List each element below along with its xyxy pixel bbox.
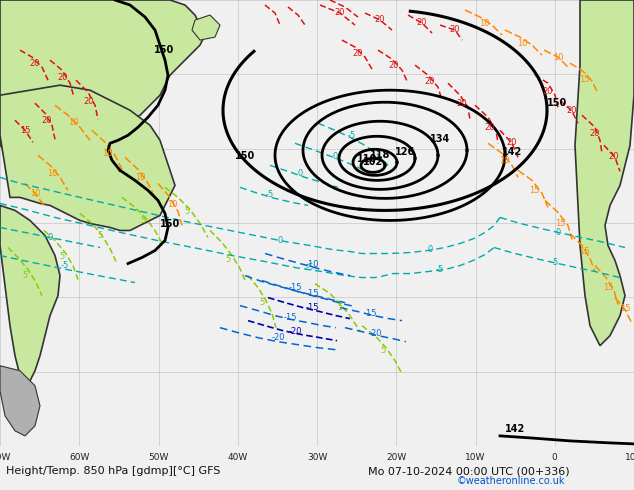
Text: 15: 15 (579, 247, 589, 256)
Text: 10: 10 (499, 156, 509, 165)
Text: 20: 20 (84, 97, 94, 106)
Text: 5: 5 (337, 303, 342, 312)
Text: 118: 118 (370, 150, 391, 160)
Text: 20: 20 (42, 116, 52, 125)
Text: 10: 10 (167, 200, 178, 209)
Text: 20: 20 (507, 138, 517, 147)
Text: 150: 150 (160, 220, 180, 229)
Polygon shape (0, 0, 205, 160)
Text: -10: -10 (305, 260, 319, 269)
Text: -20: -20 (271, 333, 285, 342)
Text: -15: -15 (288, 283, 302, 292)
Text: 134: 134 (430, 134, 450, 144)
Text: 50W: 50W (148, 453, 169, 462)
Text: 10: 10 (68, 118, 78, 127)
Text: 0: 0 (278, 236, 283, 245)
Text: -20: -20 (288, 327, 302, 336)
Text: 15: 15 (603, 283, 613, 292)
Text: 150: 150 (547, 98, 567, 108)
Text: 10: 10 (517, 39, 527, 48)
Text: -15: -15 (305, 289, 319, 298)
Text: 60W: 60W (69, 453, 89, 462)
Text: 20: 20 (389, 61, 399, 70)
Text: 5: 5 (60, 252, 65, 261)
Polygon shape (0, 366, 40, 436)
Text: 20: 20 (417, 18, 427, 26)
Text: 10: 10 (101, 149, 112, 158)
Text: 40W: 40W (228, 453, 248, 462)
Text: ©weatheronline.co.uk: ©weatheronline.co.uk (456, 476, 565, 487)
Text: 10: 10 (553, 52, 563, 62)
Text: 20: 20 (543, 87, 553, 96)
Text: 20W: 20W (386, 453, 406, 462)
Text: 5: 5 (380, 346, 385, 355)
Text: -5: -5 (348, 131, 356, 140)
Text: 15: 15 (579, 74, 589, 84)
Text: 15: 15 (620, 304, 630, 313)
Text: 5: 5 (225, 255, 231, 264)
Polygon shape (575, 0, 634, 346)
Text: 0: 0 (332, 152, 338, 161)
Text: -5: -5 (61, 261, 69, 270)
Polygon shape (0, 205, 60, 386)
Text: 10: 10 (47, 169, 57, 178)
Text: 20: 20 (450, 24, 460, 33)
Text: 20: 20 (485, 123, 495, 132)
Text: -15: -15 (283, 313, 297, 322)
Text: 150: 150 (154, 45, 174, 55)
Text: 15: 15 (555, 219, 566, 228)
Text: 30W: 30W (307, 453, 327, 462)
Text: Mo 07-10-2024 00:00 UTC (00+336): Mo 07-10-2024 00:00 UTC (00+336) (368, 466, 569, 476)
Text: 20: 20 (609, 152, 619, 161)
Polygon shape (192, 15, 220, 40)
Text: 5: 5 (22, 271, 28, 280)
Text: 102: 102 (363, 157, 383, 167)
Text: 0: 0 (48, 233, 53, 242)
Text: 5: 5 (259, 298, 264, 307)
Text: 20: 20 (353, 49, 363, 58)
Text: 20: 20 (567, 106, 577, 115)
Text: 70W: 70W (0, 453, 10, 462)
Text: -20: -20 (368, 329, 382, 338)
Polygon shape (0, 85, 175, 230)
Text: 20: 20 (456, 98, 467, 108)
Text: 142: 142 (505, 424, 525, 434)
Text: 20: 20 (30, 59, 40, 68)
Text: 20: 20 (590, 129, 600, 138)
Text: -5: -5 (306, 263, 314, 272)
Text: 0: 0 (427, 245, 432, 254)
Text: 110: 110 (357, 154, 377, 164)
Text: 20: 20 (58, 73, 68, 82)
Text: 142: 142 (502, 147, 522, 157)
Text: 150: 150 (235, 151, 255, 161)
Text: 0: 0 (297, 169, 302, 178)
Text: 0: 0 (552, 453, 558, 462)
Text: 5: 5 (184, 207, 190, 216)
Text: -5: -5 (551, 258, 559, 267)
Text: 0: 0 (555, 228, 560, 237)
Text: -5: -5 (436, 265, 444, 274)
Text: 15: 15 (20, 126, 30, 135)
Text: 20: 20 (375, 15, 385, 24)
Text: -5: -5 (266, 190, 274, 199)
Text: 126: 126 (395, 147, 415, 157)
Text: 20: 20 (335, 7, 346, 17)
Text: 10: 10 (30, 189, 40, 198)
Text: -15: -15 (305, 303, 319, 312)
Text: 20: 20 (425, 76, 436, 86)
Text: Height/Temp. 850 hPa [gdmp][°C] GFS: Height/Temp. 850 hPa [gdmp][°C] GFS (6, 466, 221, 476)
Text: 15: 15 (529, 186, 540, 195)
Text: 10: 10 (479, 19, 489, 27)
Text: 10E: 10E (625, 453, 634, 462)
Text: -15: -15 (363, 309, 377, 318)
Text: 10: 10 (135, 173, 145, 182)
Text: 10W: 10W (465, 453, 486, 462)
Text: 5: 5 (98, 231, 103, 240)
Text: 5: 5 (140, 216, 146, 225)
